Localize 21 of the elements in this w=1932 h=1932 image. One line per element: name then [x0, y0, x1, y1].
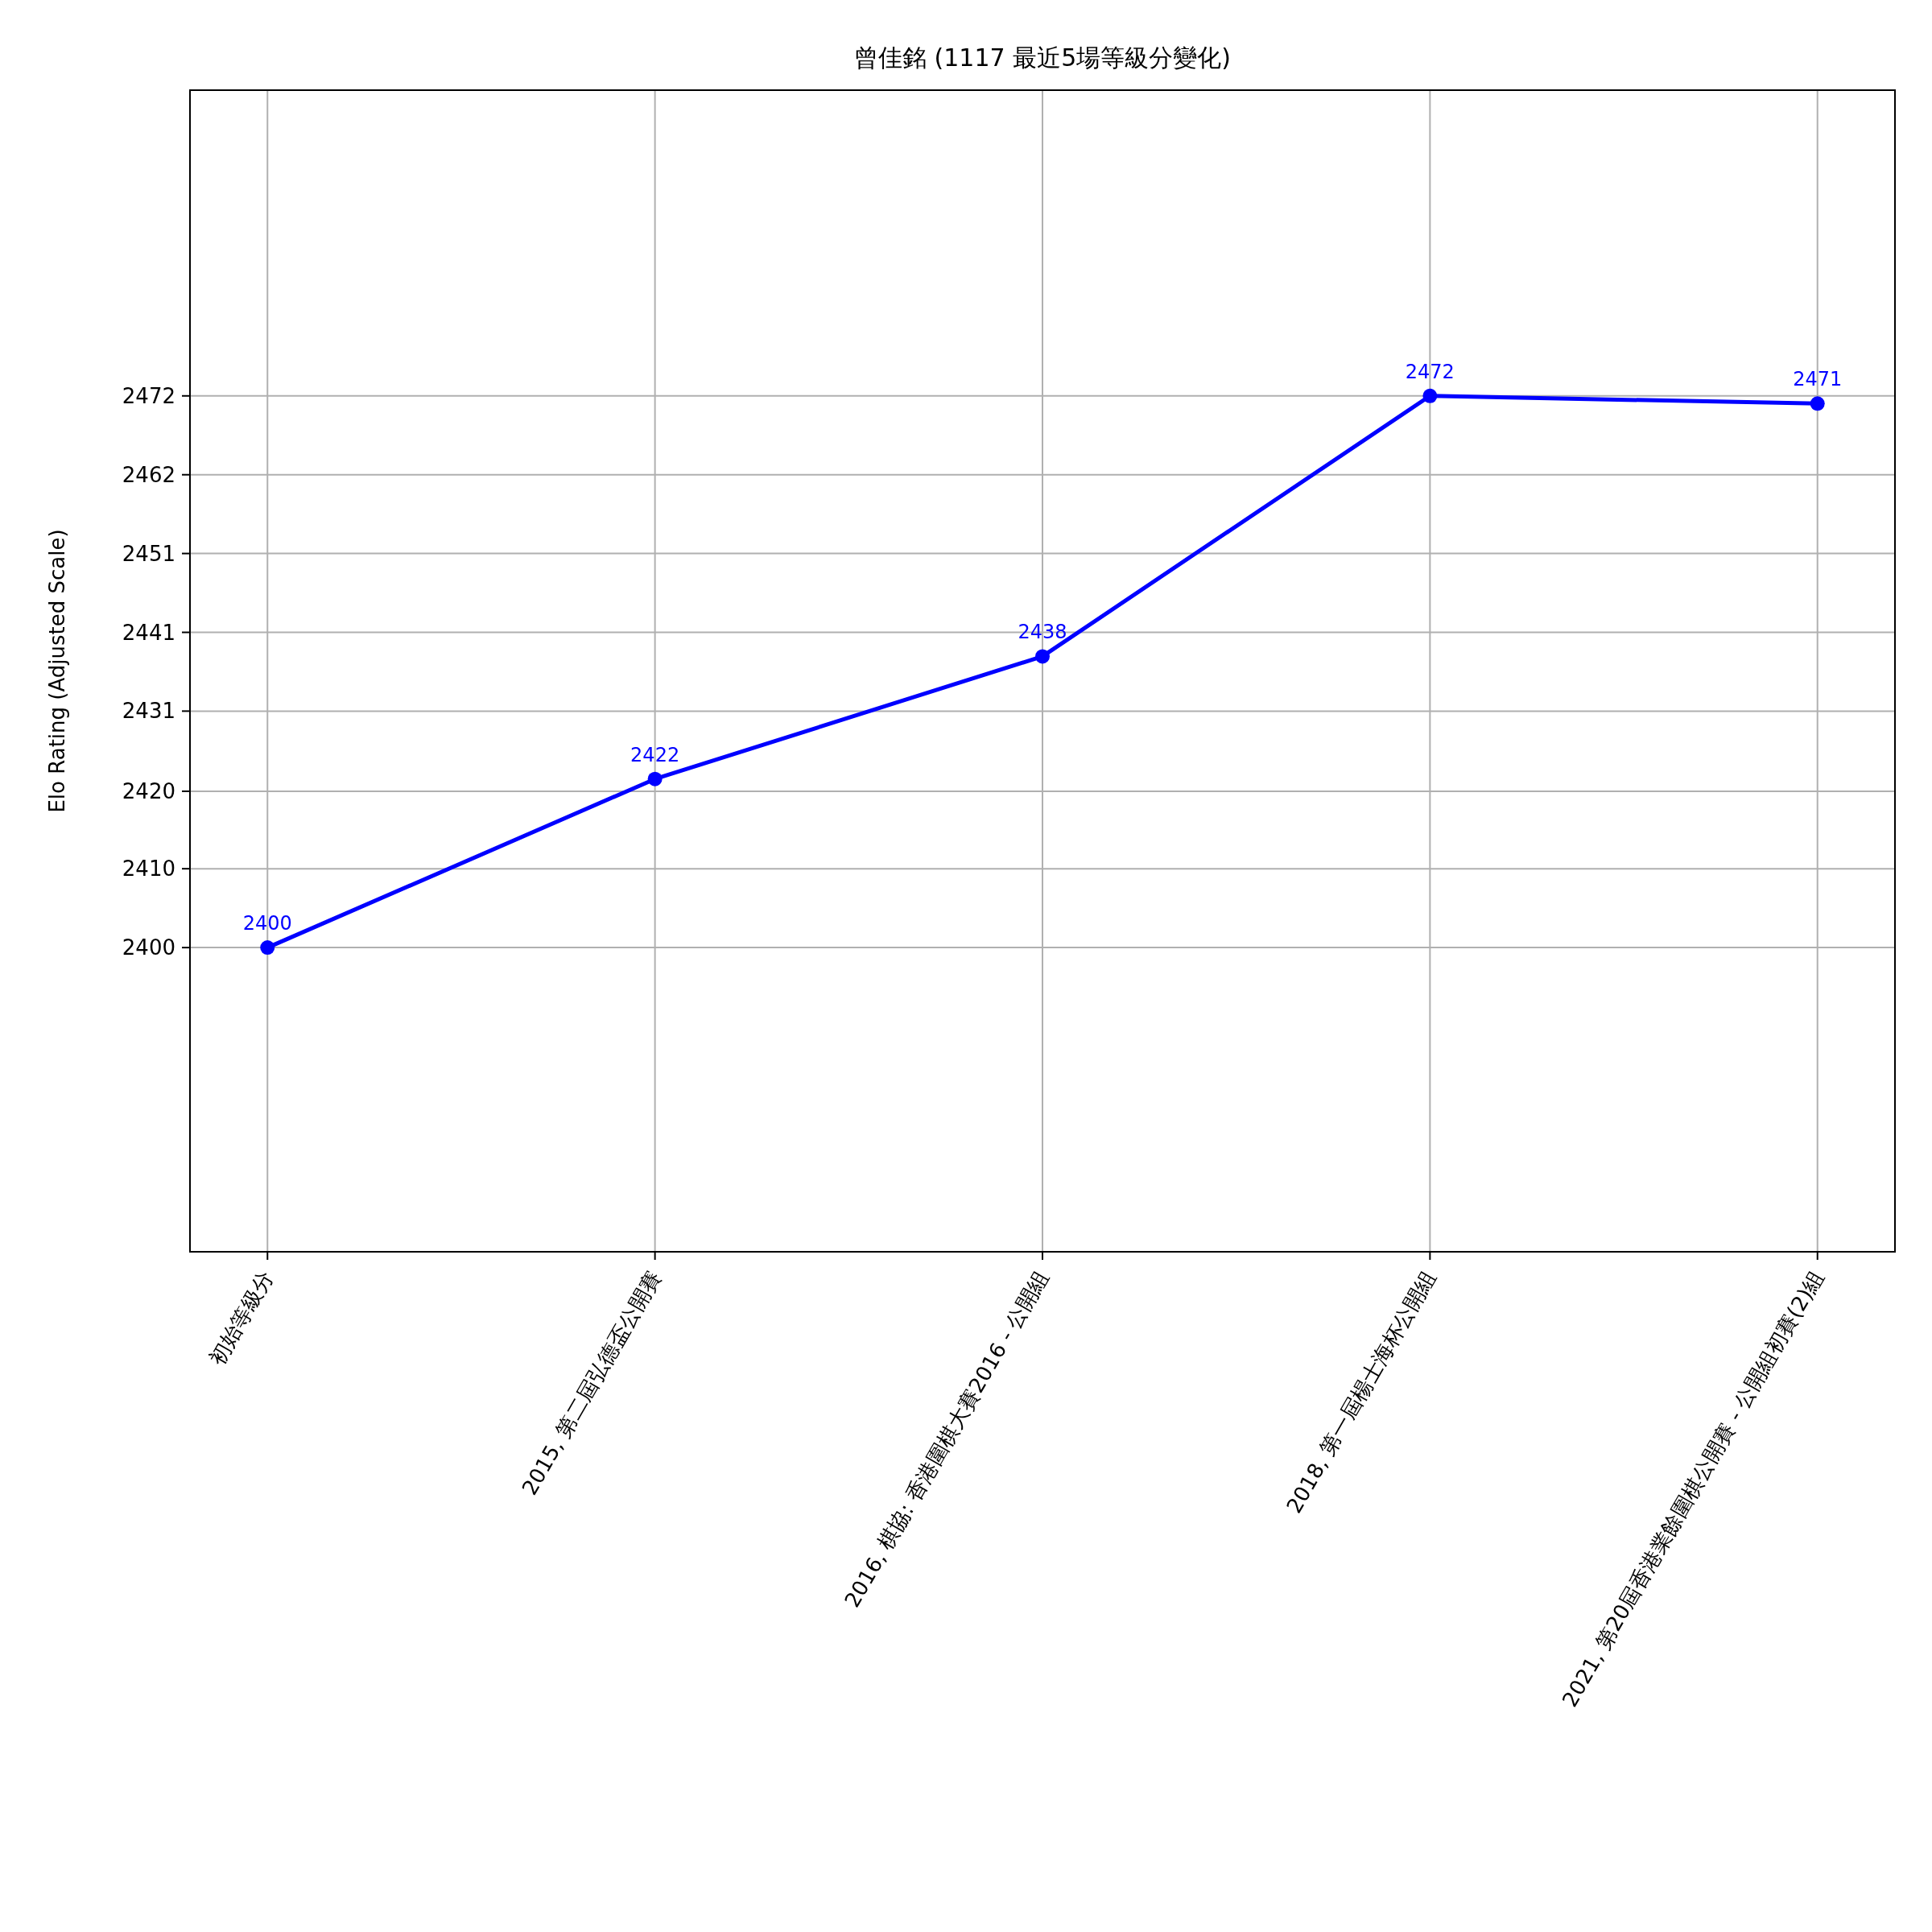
y-tick-label: 2472 — [122, 383, 175, 408]
point — [1035, 649, 1050, 664]
point — [260, 940, 275, 956]
data-label: 2438 — [1018, 621, 1067, 644]
y-tick-label: 2410 — [122, 857, 175, 881]
x-tick-label: 初始等級分 — [204, 1266, 279, 1369]
data-label: 2422 — [630, 743, 680, 766]
point — [1810, 396, 1825, 411]
y-tick-label: 2462 — [122, 462, 175, 487]
data-label: 2400 — [242, 912, 292, 935]
data-label: 2471 — [1793, 368, 1843, 391]
y-tick-label: 2441 — [122, 620, 175, 645]
y-tick-label: 2451 — [122, 541, 175, 566]
point — [647, 771, 663, 786]
y-tick-label: 2400 — [122, 935, 175, 960]
chart-title: 曾佳銘 (1117 最近5場等級分變化) — [854, 43, 1231, 72]
data-label: 2472 — [1405, 360, 1455, 383]
y-tick-label: 2420 — [122, 778, 175, 803]
point — [1422, 388, 1438, 403]
y-tick-label: 2431 — [122, 699, 175, 724]
y-axis-title: Elo Rating (Adjusted Scale) — [45, 529, 69, 813]
